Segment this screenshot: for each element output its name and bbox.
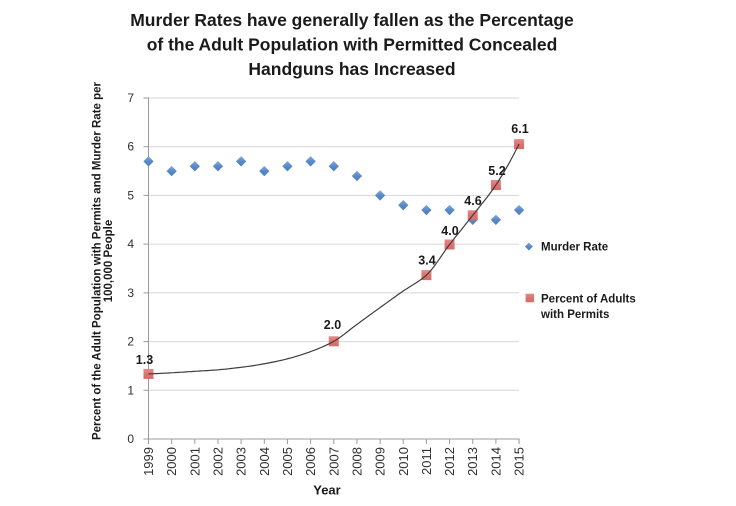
svg-text:2009: 2009	[373, 447, 388, 476]
svg-text:4.0: 4.0	[441, 224, 458, 238]
svg-text:of the Adult Population with P: of the Adult Population with Permitted C…	[147, 35, 558, 55]
svg-text:2008: 2008	[349, 447, 364, 476]
svg-text:3.4: 3.4	[418, 254, 435, 268]
svg-text:4.6: 4.6	[464, 194, 481, 208]
svg-text:2013: 2013	[465, 447, 480, 476]
svg-text:1.3: 1.3	[136, 353, 153, 367]
svg-text:2: 2	[127, 335, 134, 349]
svg-text:2014: 2014	[488, 447, 503, 476]
svg-text:Percent of Adults: Percent of Adults	[541, 293, 636, 305]
svg-text:6: 6	[127, 140, 134, 154]
svg-text:2011: 2011	[419, 447, 434, 475]
svg-text:2005: 2005	[280, 447, 295, 476]
svg-text:1: 1	[127, 383, 134, 397]
svg-text:Handguns has Increased: Handguns has Increased	[248, 59, 455, 79]
svg-text:0: 0	[127, 432, 134, 446]
svg-text:Percent of the Adult Populatio: Percent of the Adult Population with Per…	[92, 81, 104, 440]
svg-text:2010: 2010	[396, 447, 411, 476]
svg-text:4: 4	[127, 237, 134, 251]
svg-text:2007: 2007	[326, 447, 341, 476]
svg-text:100,000 People: 100,000 People	[103, 220, 115, 302]
svg-text:7: 7	[127, 91, 134, 105]
svg-text:2015: 2015	[512, 447, 527, 476]
svg-text:Murder Rate: Murder Rate	[541, 242, 608, 254]
svg-text:6.1: 6.1	[511, 122, 528, 136]
svg-text:2003: 2003	[234, 447, 249, 476]
svg-text:with Permits: with Permits	[540, 309, 609, 321]
svg-text:2000: 2000	[164, 447, 179, 476]
svg-text:2001: 2001	[187, 447, 202, 476]
svg-text:2004: 2004	[257, 447, 272, 476]
svg-text:Year: Year	[313, 483, 340, 498]
svg-text:Murder Rates have generally fa: Murder Rates have generally fallen as th…	[130, 10, 574, 30]
svg-text:5.2: 5.2	[488, 164, 505, 178]
svg-text:2012: 2012	[442, 447, 457, 476]
svg-text:2002: 2002	[210, 447, 225, 476]
svg-text:2006: 2006	[303, 447, 318, 476]
svg-text:3: 3	[127, 286, 134, 300]
svg-text:2.0: 2.0	[324, 318, 341, 332]
svg-text:5: 5	[127, 188, 134, 202]
svg-text:1999: 1999	[141, 447, 156, 476]
